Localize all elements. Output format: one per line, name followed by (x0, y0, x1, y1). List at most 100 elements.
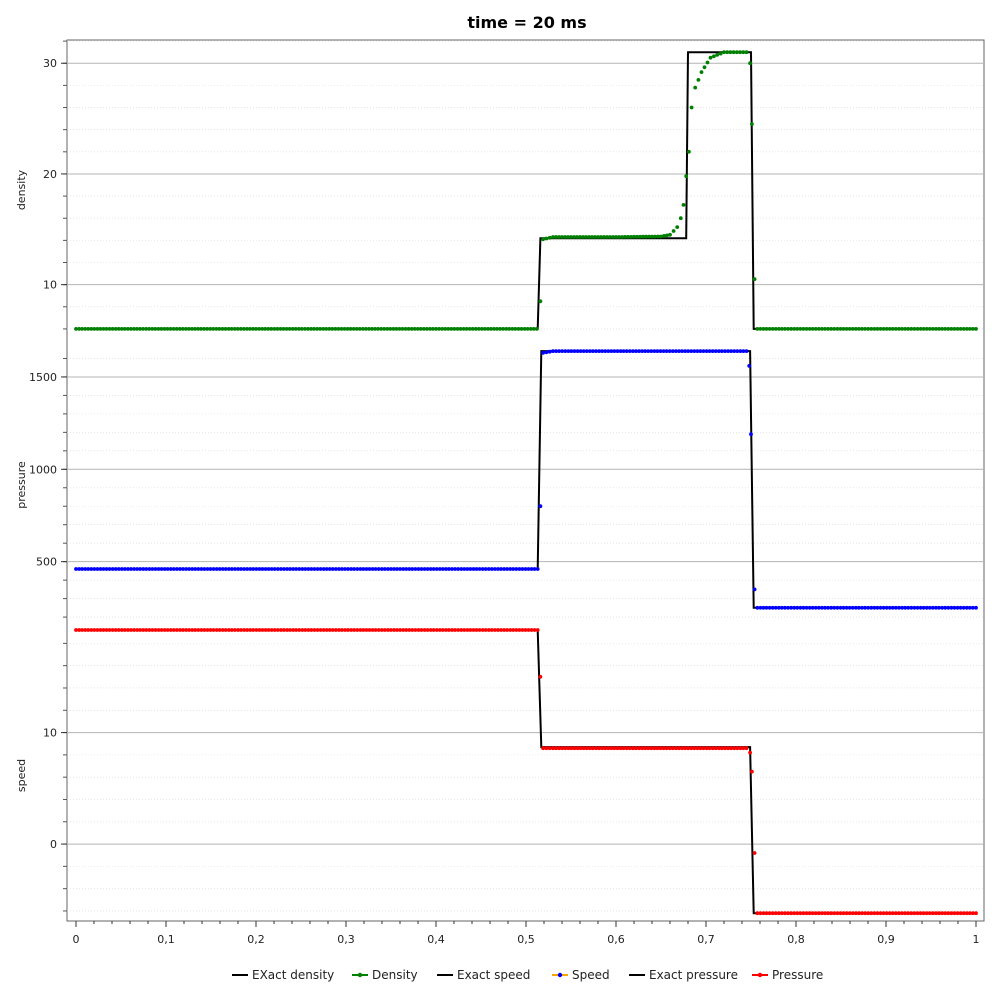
data-point (95, 567, 100, 571)
data-point (599, 235, 603, 239)
data-point (428, 628, 433, 632)
data-point (236, 567, 241, 571)
data-point (428, 327, 432, 331)
data-point (738, 50, 742, 55)
data-point (578, 746, 583, 751)
data-point (211, 567, 216, 571)
data-point (171, 628, 176, 632)
data-point (226, 327, 231, 331)
data-point (887, 605, 892, 610)
data-point (248, 628, 253, 632)
data-point (897, 605, 901, 610)
data-point (464, 327, 469, 331)
data-point (668, 232, 672, 237)
data-point (428, 567, 433, 571)
data-point (343, 567, 347, 571)
data-point (441, 567, 445, 571)
data-point (398, 567, 402, 571)
data-point (674, 349, 678, 353)
data-point (86, 567, 91, 571)
data-point (392, 567, 396, 571)
data-point (193, 567, 198, 571)
data-point (288, 567, 292, 571)
data-point (535, 567, 540, 571)
data-point (967, 911, 972, 916)
data-point (569, 746, 574, 751)
data-point (193, 628, 198, 632)
data-point (230, 567, 234, 571)
data-point (860, 605, 864, 610)
data-point (245, 327, 249, 331)
data-point (404, 567, 409, 571)
data-point (168, 327, 173, 331)
data-point (850, 911, 855, 916)
data-point (750, 769, 754, 774)
data-point (726, 746, 730, 751)
data-point (184, 327, 188, 331)
data-point (955, 327, 960, 331)
data-point (489, 567, 494, 571)
data-point (835, 911, 840, 916)
data-point (531, 327, 536, 331)
data-point (611, 235, 615, 239)
pressure-axis-label: pressure (15, 461, 28, 509)
data-point (813, 605, 818, 610)
data-point (838, 327, 843, 331)
data-point (522, 327, 527, 331)
data-point (416, 628, 421, 632)
data-point (184, 567, 189, 571)
data-point (389, 628, 393, 632)
data-point (447, 628, 451, 632)
data-point (230, 628, 234, 632)
data-point (887, 911, 892, 916)
data-point (241, 327, 246, 331)
data-point (272, 628, 277, 632)
data-point (588, 349, 592, 353)
data-point (220, 567, 225, 571)
data-point (358, 567, 363, 571)
data-point (397, 327, 402, 331)
data-point (894, 327, 898, 331)
data-point (110, 327, 115, 331)
x-tick-label: 0,1 (157, 933, 175, 946)
data-point (309, 567, 314, 571)
data-point (242, 567, 247, 571)
legend-marker (357, 972, 363, 978)
data-point (227, 628, 231, 632)
data-point (649, 746, 654, 751)
data-point (223, 628, 228, 632)
data-point (120, 567, 124, 571)
data-point (602, 235, 606, 239)
x-tick-label: 0,6 (607, 933, 625, 946)
data-point (156, 567, 161, 571)
data-point (300, 628, 305, 632)
data-point (321, 327, 326, 331)
data-point (964, 911, 969, 916)
data-point (820, 911, 824, 916)
data-point (572, 235, 576, 239)
data-point (352, 628, 357, 632)
x-tick-label: 0,8 (787, 933, 805, 946)
data-point (869, 911, 874, 916)
data-point (147, 567, 152, 571)
data-point (144, 327, 149, 331)
data-point (952, 605, 957, 610)
data-point (279, 567, 283, 571)
data-point (538, 299, 543, 304)
data-point (547, 746, 552, 751)
data-point (780, 327, 784, 331)
data-point (110, 567, 115, 571)
data-point (575, 349, 580, 353)
data-point (285, 567, 289, 571)
data-point (795, 327, 800, 331)
y-tick-label: 500 (36, 556, 57, 569)
data-point (348, 327, 353, 331)
data-point (126, 628, 130, 632)
data-point (658, 746, 663, 751)
data-point (80, 327, 84, 331)
data-point (517, 628, 522, 632)
data-point (407, 628, 412, 632)
data-point (958, 605, 963, 610)
data-point (199, 628, 204, 632)
data-point (927, 605, 932, 610)
